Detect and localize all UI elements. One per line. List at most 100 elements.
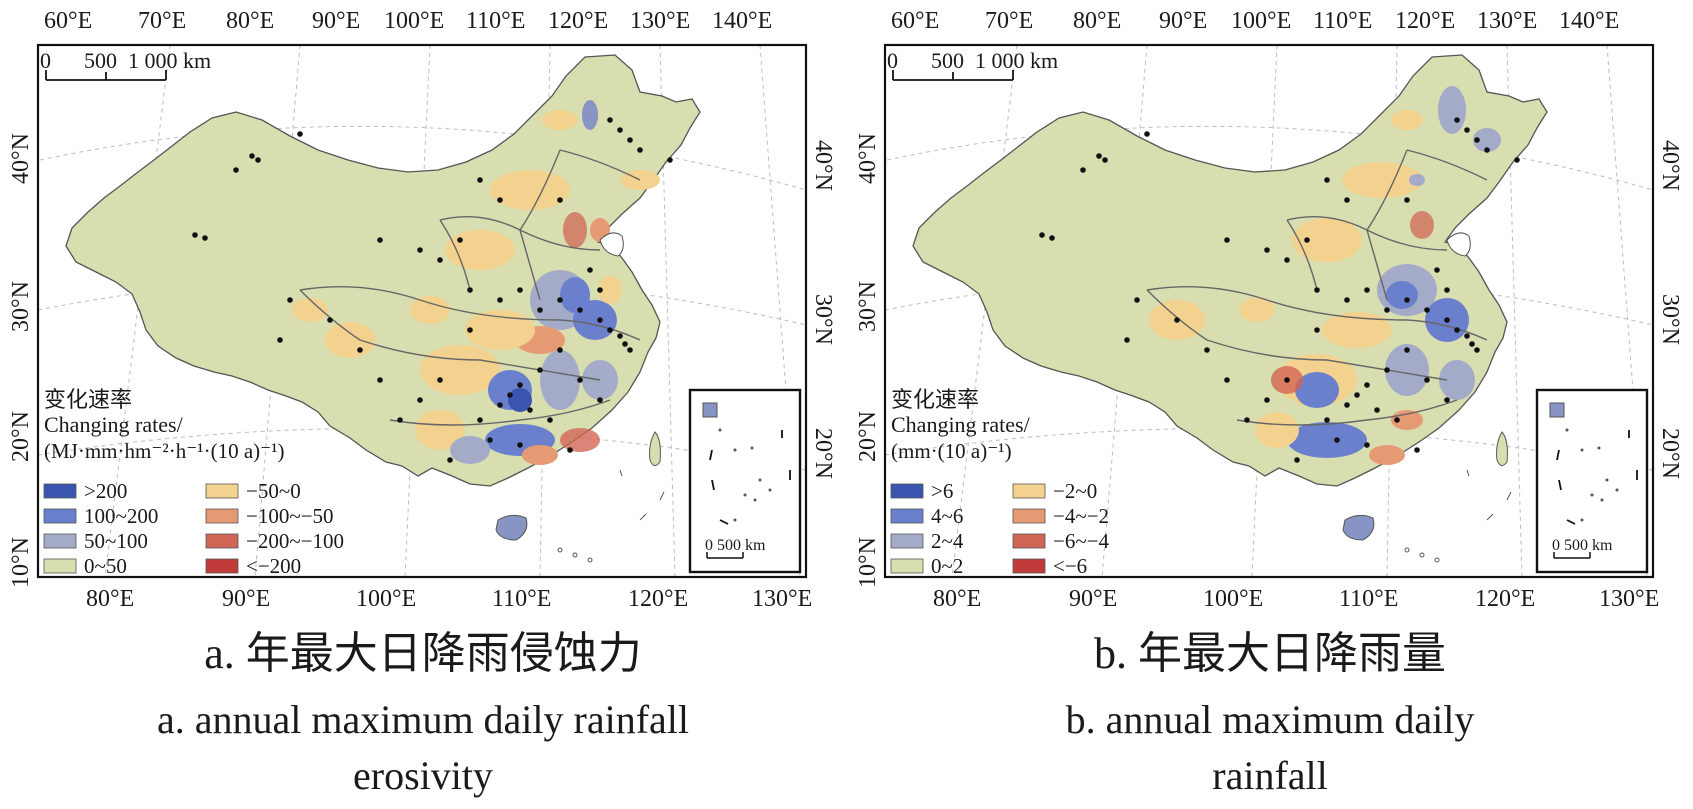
legend-label: <−200 [246,554,301,578]
legend-label: <−6 [1053,554,1087,578]
lon-label: 120°E [1395,8,1455,34]
legend-swatch [1012,483,1046,499]
panel-b: 0 500 km 0 500 1 000 km 60°E 70°E 80°E 9… [847,0,1693,809]
lon-label: 120°E [548,8,608,34]
lon-label: 100°E [1231,8,1291,34]
lat-label: 40°N [810,140,836,191]
legend-label: 2~4 [931,529,964,553]
legend-swatch [890,483,924,499]
legend-swatch [43,508,77,524]
lon-label: 90°E [1069,586,1117,612]
lon-label: 100°E [1203,586,1263,612]
lat-label: 30°N [1657,294,1683,345]
legend-label: 0~2 [931,554,963,578]
legend-swatch [205,508,239,524]
lon-label: 60°E [891,8,939,34]
scale-tick-500: 500 [931,48,964,73]
lat-label: 20°N [1657,428,1683,479]
south-china-sea-inset: 0 500 km [688,388,802,574]
caption-en-line2: rainfall [1212,753,1328,798]
bottom-lon-labels: 80°E 90°E 100°E 110°E 120°E 130°E [933,586,1659,612]
lon-label: 60°E [44,8,92,34]
lon-label: 140°E [1559,8,1619,34]
caption-cn: b. 年最大日降雨量 [1094,629,1446,678]
legend-swatch [43,533,77,549]
lon-label: 90°E [222,586,270,612]
lat-label: 40°N [1657,140,1683,191]
inset-scale-label: 0 500 km [705,537,766,554]
legend-swatch [1012,508,1046,524]
lon-label: 90°E [312,8,360,34]
lon-label: 70°E [985,8,1033,34]
hainan-island [1342,514,1375,541]
bohai-sea [1446,232,1471,257]
lat-label: 20°N [810,428,836,479]
lon-label: 120°E [1475,586,1535,612]
lat-label: 40°N [8,133,34,184]
lon-label: 100°E [384,8,444,34]
top-lon-labels: 60°E 70°E 80°E 90°E 100°E 110°E 120°E 13… [891,8,1619,34]
legend-swatch [205,558,239,574]
lon-label: 90°E [1159,8,1207,34]
legend-swatch [1012,558,1046,574]
legend: 变化速率 Changing rates/ (mm·(10 a)⁻¹) >6 4~… [890,387,1110,578]
scale-tick-500: 500 [84,48,117,73]
south-sea-islands [1404,469,1512,563]
lon-label: 130°E [752,586,812,612]
legend-unit: (MJ·mm·hm⁻²·h⁻¹·(10 a)⁻¹) [44,439,285,463]
rate-patches [292,100,660,465]
scale-bar: 0 500 1 000 km [40,48,211,81]
caption-en-line1: a. annual maximum daily rainfall [156,697,690,742]
lon-label: 100°E [356,586,416,612]
map-frame [36,43,808,579]
legend-label: 100~200 [84,504,158,528]
south-china-sea-inset: 0 500 km [1535,388,1649,574]
lon-label: 80°E [86,586,134,612]
legend-swatch [890,533,924,549]
legend-title-cn: 变化速率 [44,387,132,412]
taiwan-island [1496,431,1508,466]
hainan-island [495,514,528,541]
legend-swatch [890,558,924,574]
caption-cn: a. 年最大日降雨侵蚀力 [204,629,642,678]
lat-label: 20°N [8,411,34,462]
lon-label: 70°E [138,8,186,34]
bottom-lon-labels: 80°E 90°E 100°E 110°E 120°E 130°E [86,586,812,612]
weather-stations [192,117,673,463]
legend-label: −100~−50 [246,504,334,528]
lon-label: 130°E [630,8,690,34]
right-lat-labels: 40°N 30°N 20°N [810,140,836,479]
scale-tick-1000: 1 000 km [128,48,211,73]
legend-label: >6 [931,479,953,503]
scale-tick-1000: 1 000 km [975,48,1058,73]
legend-label: 50~100 [84,529,148,553]
caption-en-line1: b. annual maximum daily [1065,697,1475,742]
basin-boundaries [1146,149,1488,426]
lon-label: 80°E [1073,8,1121,34]
weather-stations [1039,117,1520,463]
lon-label: 80°E [226,8,274,34]
lon-label: 110°E [1313,8,1372,34]
scale-tick-0: 0 [887,48,898,73]
legend-label: −4~−2 [1053,504,1109,528]
legend-swatch [43,483,77,499]
legend-label: 4~6 [931,504,963,528]
map-b: 0 500 km 0 500 1 000 km 60°E 70°E 80°E 9… [855,8,1683,612]
lon-label: 140°E [712,8,772,34]
panel-a: 0 500 km 0 500 1 000 km 60°E 70°E 80°E 9… [0,0,846,809]
legend-label: −6~−4 [1053,529,1110,553]
south-sea-islands [557,469,665,563]
lon-label: 110°E [492,586,551,612]
inset-scale-label: 0 500 km [1552,537,1613,554]
top-lon-labels: 60°E 70°E 80°E 90°E 100°E 110°E 120°E 13… [44,8,772,34]
caption-en-line2: erosivity [353,753,493,798]
lat-label: 10°N [855,537,881,588]
lat-label: 30°N [810,294,836,345]
legend-swatch [1012,533,1046,549]
caption-en: a. annual maximum daily rainfall erosivi… [0,692,846,804]
lon-label: 80°E [933,586,981,612]
legend-unit: (mm·(10 a)⁻¹) [891,439,1012,463]
map-frame [883,43,1655,579]
lon-label: 130°E [1599,586,1659,612]
lat-label: 40°N [855,133,881,184]
